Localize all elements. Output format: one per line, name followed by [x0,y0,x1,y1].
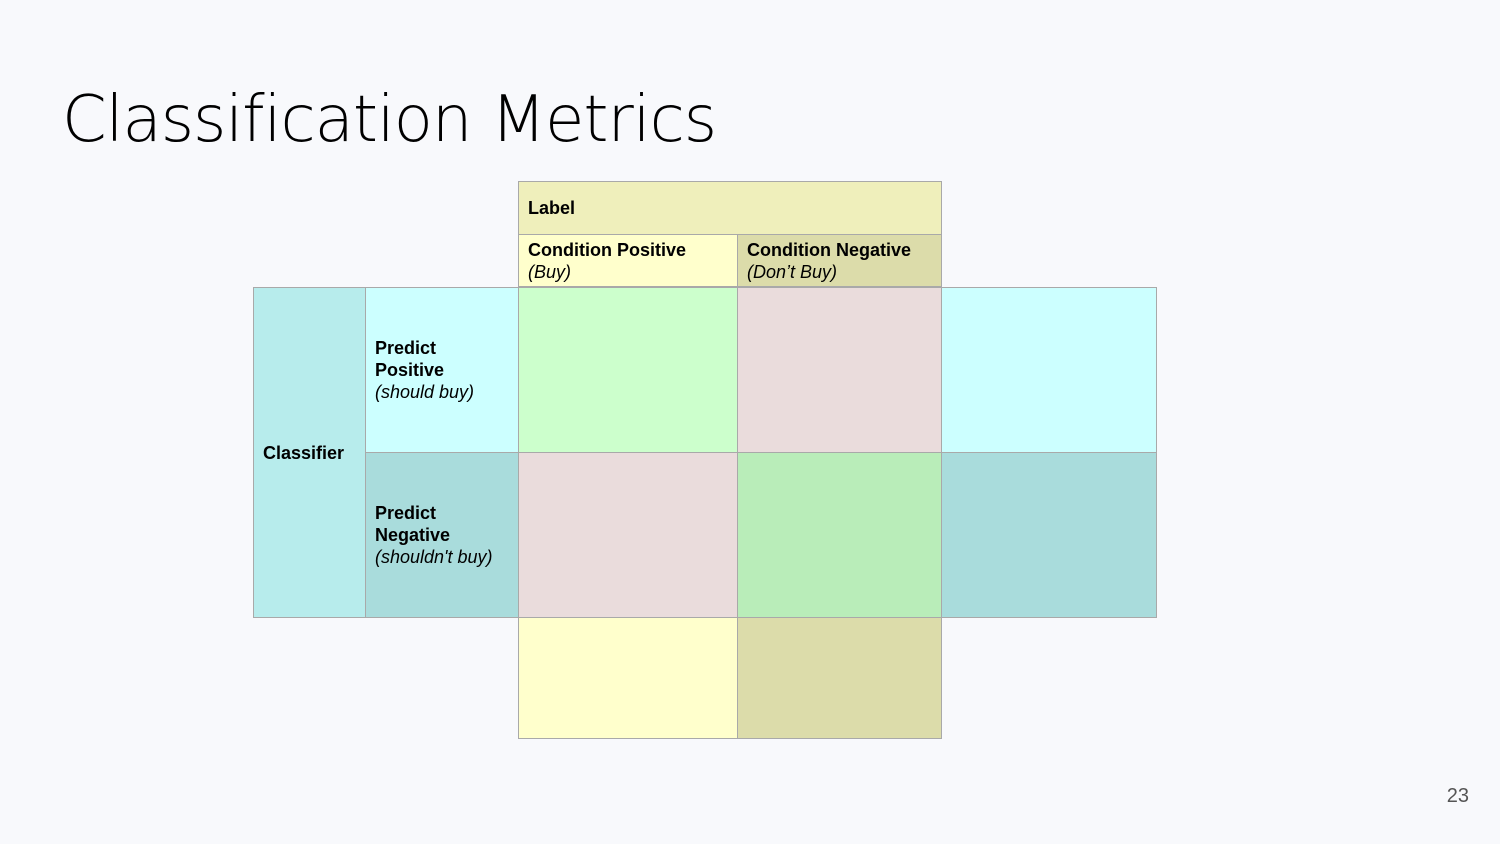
predict-positive-title-line1: Predict [375,338,437,358]
classifier-header-text: Classifier [263,442,345,463]
predict-negative-header: Predict Negative (shouldn't buy) [365,452,519,618]
label-header-text: Label [528,198,576,218]
condition-positive-title: Condition Positive [528,240,687,260]
condition-positive-note: (Buy) [528,262,572,282]
label-header: Label [518,181,942,235]
false-positive-cell [737,287,942,453]
predict-positive-row-extra-cell [941,287,1157,453]
condition-positive-header: Condition Positive (Buy) [518,234,738,287]
false-negative-cell [518,452,738,618]
slide-number: 23 [1446,785,1469,807]
classifier-header: Classifier [253,287,366,618]
condition-negative-header: Condition Negative (Don’t Buy) [737,234,942,287]
predict-positive-header: Predict Positive (should buy) [365,287,519,453]
predict-negative-title-line1: Predict [375,503,437,523]
condition-negative-column-extra-cell [737,617,942,739]
condition-negative-note: (Don’t Buy) [747,262,838,282]
predict-negative-row-extra-cell [941,452,1157,618]
slide-title: Classification Metrics [62,83,717,157]
condition-positive-column-extra-cell [518,617,738,739]
predict-negative-note: (shouldn't buy) [375,547,493,567]
predict-negative-title-line2: Negative [375,525,451,545]
true-positive-cell [518,287,738,453]
condition-negative-title: Condition Negative [747,240,912,260]
predict-positive-note: (should buy) [375,382,475,402]
true-negative-cell [737,452,942,618]
predict-positive-title-line2: Positive [375,360,445,380]
